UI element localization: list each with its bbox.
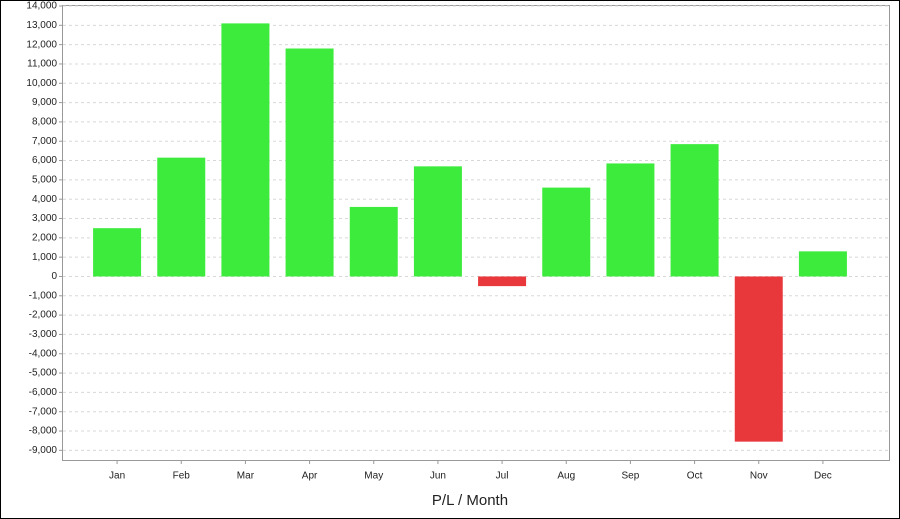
x-tick-label: Aug — [557, 471, 575, 482]
bar — [542, 187, 591, 277]
y-tick-label: 9,000 — [32, 97, 57, 108]
bar — [157, 157, 206, 277]
x-tick-label: Jan — [109, 471, 125, 482]
y-tick-label: -7,000 — [29, 406, 58, 417]
bar — [93, 228, 142, 277]
bar — [478, 276, 527, 287]
y-tick-label: 12,000 — [26, 39, 57, 50]
y-tick-label: 11,000 — [27, 59, 57, 70]
y-tick-label: 6,000 — [32, 155, 57, 166]
y-tick-label: -8,000 — [29, 426, 58, 437]
bar — [285, 48, 334, 277]
bar — [221, 23, 270, 277]
y-tick-label: 2,000 — [32, 232, 57, 243]
y-tick-label: -3,000 — [29, 329, 58, 340]
y-tick-label: 1,000 — [32, 252, 57, 263]
x-tick-label: Jul — [496, 471, 509, 482]
y-tick-label: 8,000 — [32, 117, 57, 128]
y-tick-label: -6,000 — [29, 387, 58, 398]
y-tick-label: 14,000 — [26, 1, 57, 12]
x-axis-label: P/L / Month — [432, 492, 508, 509]
y-tick-label: -1,000 — [29, 290, 58, 301]
y-tick-label: -4,000 — [29, 348, 58, 359]
x-tick-label: Nov — [750, 471, 768, 482]
bar — [606, 163, 655, 277]
y-tick-label: 13,000 — [26, 20, 57, 31]
x-tick-label: Dec — [814, 471, 832, 482]
bar — [670, 144, 719, 277]
y-tick-label: -5,000 — [29, 368, 58, 379]
bar — [413, 166, 462, 277]
x-tick-label: Jun — [430, 471, 446, 482]
x-tick-label: Feb — [173, 471, 191, 482]
y-tick-label: 7,000 — [32, 136, 57, 147]
x-tick-label: Oct — [687, 471, 703, 482]
y-tick-label: 4,000 — [32, 194, 57, 205]
y-tick-label: -9,000 — [29, 445, 58, 456]
y-tick-label: 10,000 — [26, 78, 57, 89]
bar — [349, 206, 398, 277]
x-tick-label: Apr — [302, 471, 318, 482]
y-tick-label: -2,000 — [29, 310, 58, 321]
x-tick-label: Sep — [622, 471, 640, 482]
bar — [798, 251, 847, 277]
y-tick-label: 3,000 — [32, 213, 57, 224]
y-tick-label: 5,000 — [32, 175, 57, 186]
y-tick-label: 0 — [51, 271, 57, 282]
x-tick-label: Mar — [237, 471, 255, 482]
bar — [734, 276, 783, 442]
x-tick-label: May — [364, 471, 383, 482]
